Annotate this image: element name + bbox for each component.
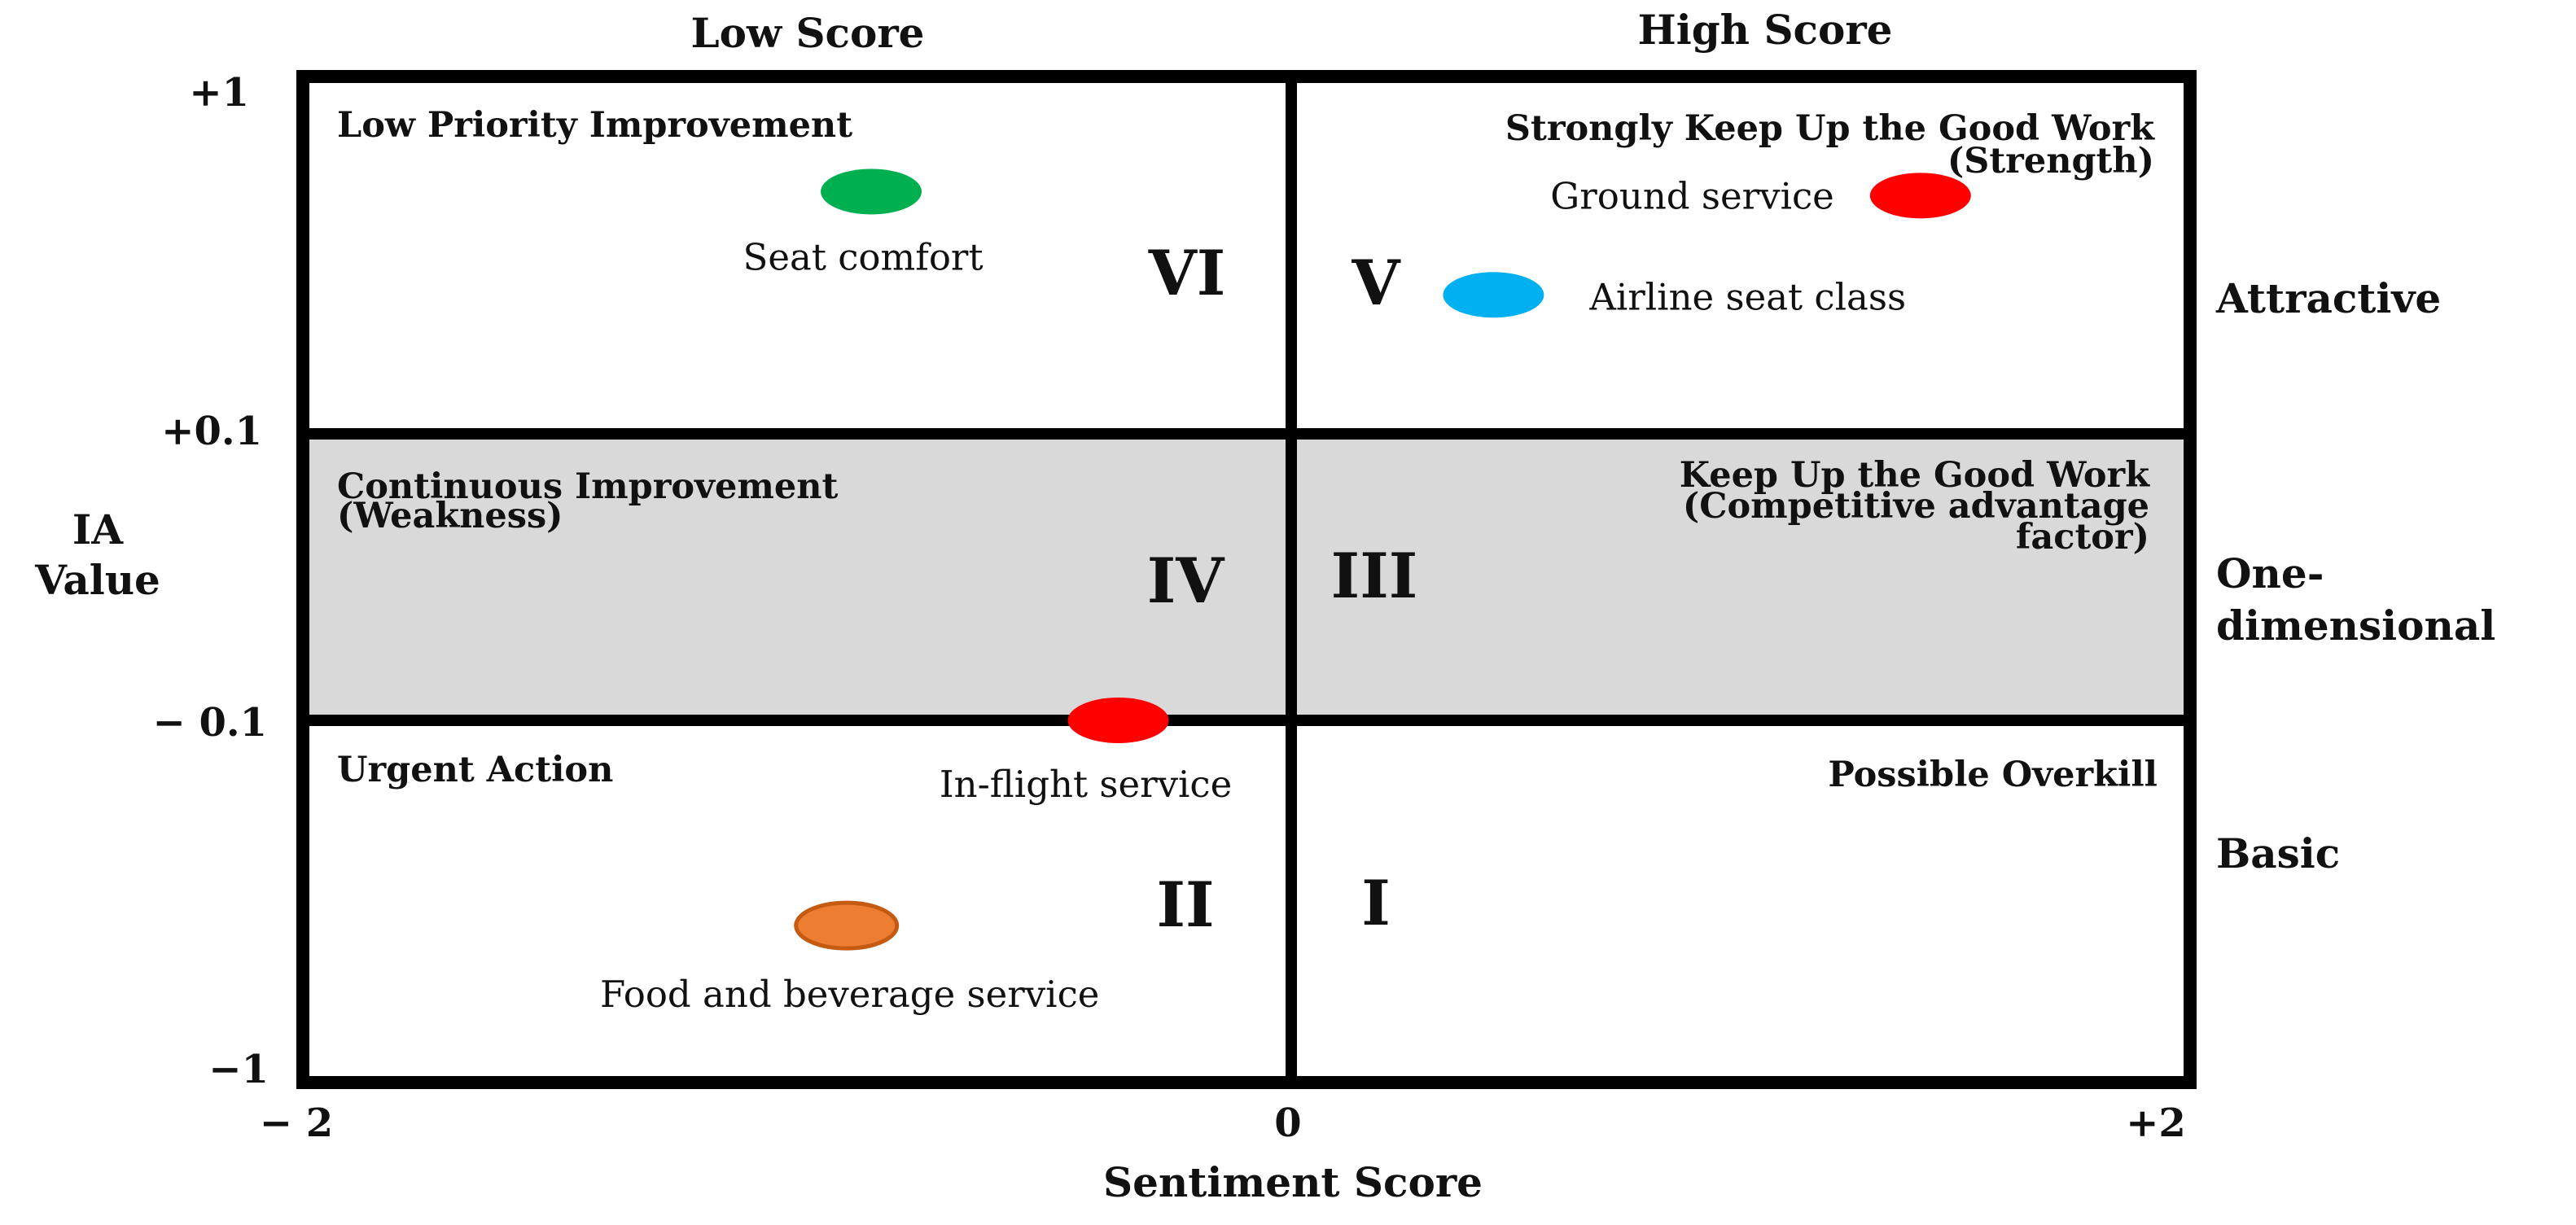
row-label-one-dimensional-line2: dimensional [2216, 602, 2495, 650]
one-dimensional-band [303, 434, 2190, 720]
quadrant-i-numeral: I [1361, 867, 1391, 939]
quadrant-iv-title-line2: (Weakness) [337, 496, 563, 536]
row-label-one-dimensional-line1: One- [2216, 549, 2324, 597]
column-header-low: Low Score [690, 9, 924, 57]
ground-service-marker [1869, 173, 1971, 219]
quadrant-v-numeral: V [1352, 247, 1402, 319]
in-flight-service-label: In-flight service [940, 763, 1232, 806]
quadrant-iv-numeral: IV [1147, 545, 1226, 617]
quadrant-iii-title-line1: Keep Up the Good Work [1680, 455, 2150, 496]
matrix-frame [296, 70, 2197, 1089]
quadrant-i-title: Possible Overkill [1828, 755, 2158, 795]
quadrant-vi-title: Low Priority Improvement [337, 105, 852, 146]
quadrant-iii-numeral: III [1331, 540, 1418, 612]
food-and-beverage-service-marker [794, 900, 900, 951]
seat-comfort-label: Seat comfort [743, 235, 984, 278]
y-axis-title-line1: IA [72, 505, 124, 553]
quadrant-v-title-line1: Strongly Keep Up the Good Work [1505, 108, 2155, 149]
quadrant-vi-numeral: VI [1148, 237, 1226, 309]
y-tick-plus-0-1: +0.1 [161, 409, 262, 454]
quadrant-v-title-line2: (Strength) [1947, 141, 2154, 182]
quadrant-iii-title-line2: (Competitive advantage [1683, 486, 2149, 527]
quadrant-ii-numeral: II [1156, 868, 1214, 941]
x-axis-title: Sentiment Score [1103, 1158, 1483, 1206]
y-tick-minus-0-1: − 0.1 [153, 700, 267, 746]
y-tick-minus-1: −1 [208, 1047, 269, 1092]
airline-seat-class-marker [1443, 272, 1544, 318]
quadrant-iv-title-line1: Continuous Improvement [337, 466, 838, 507]
x-tick-minus-2: − 2 [260, 1100, 333, 1146]
ground-service-label: Ground service [1550, 174, 1834, 217]
food-and-beverage-service-label: Food and beverage service [600, 973, 1099, 1016]
in-flight-service-marker [1067, 698, 1169, 743]
airline-seat-class-label: Airline seat class [1588, 275, 1906, 318]
quadrant-ii-title: Urgent Action [337, 750, 613, 790]
x-tick-zero: 0 [1274, 1100, 1301, 1146]
column-header-high: High Score [1637, 6, 1892, 54]
x-tick-plus-2: +2 [2126, 1100, 2186, 1146]
y-axis-title-line2: Value [34, 556, 160, 604]
points-layer: Seat comfort Ground service Airline seat c… [600, 168, 1971, 1016]
quadrant-iii-title-line3: factor) [2016, 517, 2149, 558]
y-tick-plus-1: +1 [189, 70, 249, 116]
row-label-basic: Basic [2216, 829, 2340, 877]
seat-comfort-marker [821, 168, 922, 215]
row-label-attractive: Attractive [2215, 274, 2441, 322]
